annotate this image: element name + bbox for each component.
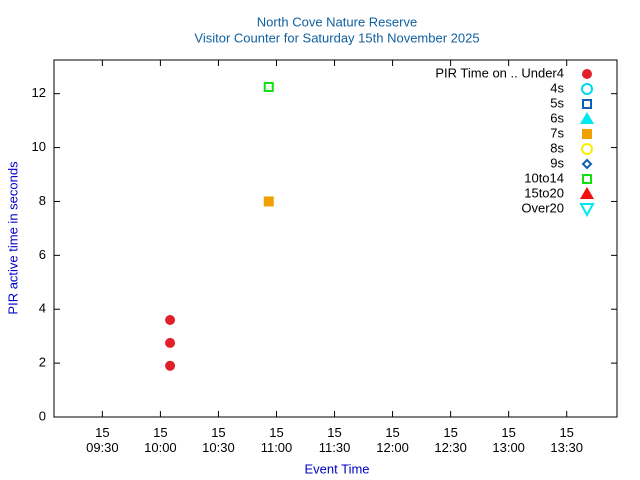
legend-label: Over20 (521, 200, 564, 215)
legend-label: PIR Time on .. Under4 (435, 65, 564, 80)
y-tick-label: 12 (32, 85, 46, 100)
x-tick-label: 15 12:00 (376, 425, 409, 455)
x-axis-label: Event Time (304, 461, 369, 476)
legend-marker (582, 99, 592, 109)
x-tick-label: 15 09:30 (86, 425, 119, 455)
point (165, 360, 176, 371)
legend-marker (582, 69, 592, 79)
legend-marker (581, 143, 593, 155)
y-tick-label: 8 (39, 193, 46, 208)
y-tick-label: 2 (39, 355, 46, 370)
x-tick-label: 15 11:30 (318, 425, 351, 455)
point (263, 196, 274, 207)
legend-label: 15to20 (524, 185, 564, 200)
x-tick-label: 15 13:00 (492, 425, 525, 455)
point (165, 315, 176, 326)
x-tick-label: 15 11:00 (260, 425, 293, 455)
x-tick-label: 15 13:30 (550, 425, 583, 455)
legend-label: 9s (550, 155, 564, 170)
legend-label: 5s (550, 95, 564, 110)
y-tick-label: 10 (32, 139, 46, 154)
legend-marker (579, 203, 595, 218)
legend-label: 10to14 (524, 170, 564, 185)
legend-marker (582, 129, 592, 139)
legend-label: 7s (550, 125, 564, 140)
legend-label: 8s (550, 140, 564, 155)
x-tick-label: 15 10:30 (202, 425, 235, 455)
point (263, 81, 274, 92)
y-tick-label: 4 (39, 301, 46, 316)
legend-marker (582, 174, 592, 184)
x-tick-label: 15 10:00 (144, 425, 177, 455)
chart-subtitle: Visitor Counter for Saturday 15th Novemb… (194, 30, 479, 45)
plot-frame (53, 59, 618, 418)
legend-marker (580, 112, 594, 124)
legend-marker (581, 158, 593, 170)
y-tick-label: 0 (39, 408, 46, 423)
legend-marker (581, 83, 593, 95)
y-tick-label: 6 (39, 247, 46, 262)
legend-label: 6s (550, 110, 564, 125)
chart-title: North Cove Nature Reserve (257, 14, 417, 29)
legend-label: 4s (550, 80, 564, 95)
legend-marker (580, 187, 594, 199)
point (165, 337, 176, 348)
x-tick-label: 15 12:30 (434, 425, 467, 455)
y-axis-label: PIR active time in seconds (5, 161, 20, 315)
